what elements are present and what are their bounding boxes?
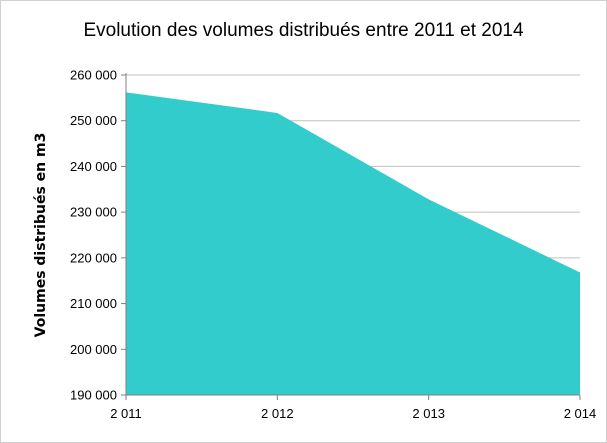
y-tick-label: 190 000 <box>70 388 117 403</box>
y-tick-label: 200 000 <box>70 342 117 357</box>
x-tick-labels: 2 011 2 012 2 013 2 014 <box>110 406 596 421</box>
y-tick-label: 240 000 <box>70 159 117 174</box>
y-tick-label: 210 000 <box>70 296 117 311</box>
area-series <box>125 92 581 395</box>
x-tick-label: 2 013 <box>412 406 445 421</box>
y-tick-label: 250 000 <box>70 113 117 128</box>
area-fill <box>126 92 580 395</box>
y-tick-labels: 190 000 200 000 210 000 220 000 230 000 240 0… <box>70 68 117 403</box>
y-tick-label: 220 000 <box>70 250 117 265</box>
y-axis-label: Volumes distribués en m3 <box>33 133 49 338</box>
chart-title: Evolution des volumes distribués entre 2… <box>83 20 524 41</box>
x-tick-label: 2 014 <box>564 406 597 421</box>
x-tick-label: 2 011 <box>110 406 142 421</box>
axes <box>121 73 581 400</box>
y-tick-label: 260 000 <box>70 68 117 83</box>
x-tick-label: 2 012 <box>261 406 294 421</box>
y-tick-label: 230 000 <box>70 205 117 220</box>
